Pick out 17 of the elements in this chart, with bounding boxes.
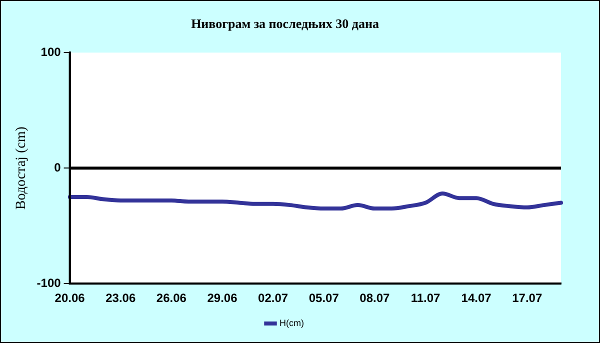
x-tick-label: 14.07 (461, 291, 492, 306)
x-tick-label: 05.07 (308, 291, 340, 306)
chart-title: Нивограм за последњих 30 дана (191, 16, 380, 32)
x-tick-label: 26.06 (156, 291, 187, 306)
y-tick-label: 100 (40, 44, 62, 59)
x-tick-label: 02.07 (258, 291, 288, 306)
x-tick-label: 23.06 (106, 291, 136, 306)
y-tick-label: 0 (54, 160, 62, 174)
x-tick-label: 11.07 (410, 291, 441, 306)
x-tick-label: 17.07 (512, 291, 542, 306)
legend-label: H(cm) (280, 318, 304, 328)
line-series (68, 192, 563, 211)
x-tick-label: 29.06 (207, 291, 238, 306)
y-tick-label: -100 (36, 276, 62, 290)
x-tick-label: 20.06 (54, 291, 86, 306)
x-tick-label: 08.07 (360, 291, 390, 306)
y-axis-title: Водостај (cm) (14, 126, 30, 210)
